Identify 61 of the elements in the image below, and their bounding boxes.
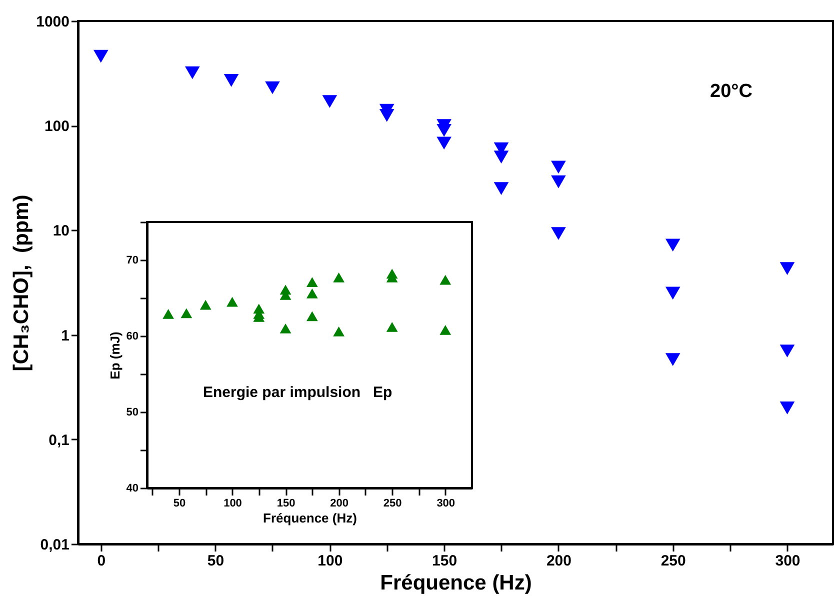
point [184, 66, 200, 80]
point [162, 309, 174, 319]
y-tick-label: 1 [61, 327, 70, 344]
point [780, 401, 795, 414]
y-tick-label: 60 [126, 330, 138, 342]
point [780, 262, 795, 275]
point [440, 324, 452, 335]
y-tick-label: 0,1 [48, 432, 70, 449]
annotation: Energie par impulsion Ep [203, 384, 392, 401]
point [386, 322, 398, 332]
point [226, 296, 238, 307]
point [494, 182, 509, 195]
point [306, 277, 318, 287]
y-tick-label: 100 [44, 118, 70, 136]
point [551, 227, 566, 240]
y-tick-label: 10 [52, 222, 70, 240]
y-axis-title: [CH₃CHO], (ppm) [10, 194, 34, 372]
point [665, 238, 680, 252]
x-tick-label: 100 [318, 552, 343, 570]
point [93, 50, 108, 63]
point [306, 288, 318, 298]
x-tick-label: 0 [97, 552, 106, 570]
point [665, 286, 680, 300]
annotation: 20°C [710, 81, 753, 102]
point [379, 109, 394, 122]
y-tick-label: 1000 [36, 14, 70, 30]
point [322, 95, 338, 108]
x-tick-label: 100 [224, 498, 242, 510]
point [440, 274, 452, 285]
x-tick-label: 50 [173, 498, 186, 510]
x-tick-label: 250 [660, 552, 686, 570]
x-tick-label: 200 [546, 552, 572, 570]
point [780, 344, 795, 358]
y-tick-label: 70 [126, 254, 138, 266]
point [180, 308, 192, 318]
x-tick-label: 50 [207, 552, 224, 570]
point [306, 311, 318, 322]
point [494, 150, 509, 164]
point [665, 353, 680, 366]
y-axis-title: Ep (mJ) [107, 332, 122, 380]
x-tick-label: 250 [383, 498, 402, 510]
x-tick-label: 150 [276, 498, 296, 510]
point [436, 124, 452, 137]
x-tick-label: 300 [436, 498, 456, 510]
point [224, 74, 239, 87]
point [551, 175, 566, 188]
x-tick-label: 150 [432, 552, 458, 570]
y-tick-label: 40 [126, 482, 138, 494]
y-tick-label: 0,01 [40, 536, 70, 554]
x-tick-label: 300 [775, 552, 800, 570]
point [436, 136, 452, 150]
point [333, 326, 345, 336]
point [200, 300, 212, 310]
y-tick-label: 50 [126, 406, 138, 418]
x-axis-title: Fréquence (Hz) [380, 572, 532, 594]
x-tick-label: 200 [330, 498, 348, 510]
point [280, 323, 292, 334]
x-axis-title: Fréquence (Hz) [263, 510, 357, 526]
point [333, 272, 345, 282]
point [265, 81, 280, 94]
point [551, 160, 566, 174]
